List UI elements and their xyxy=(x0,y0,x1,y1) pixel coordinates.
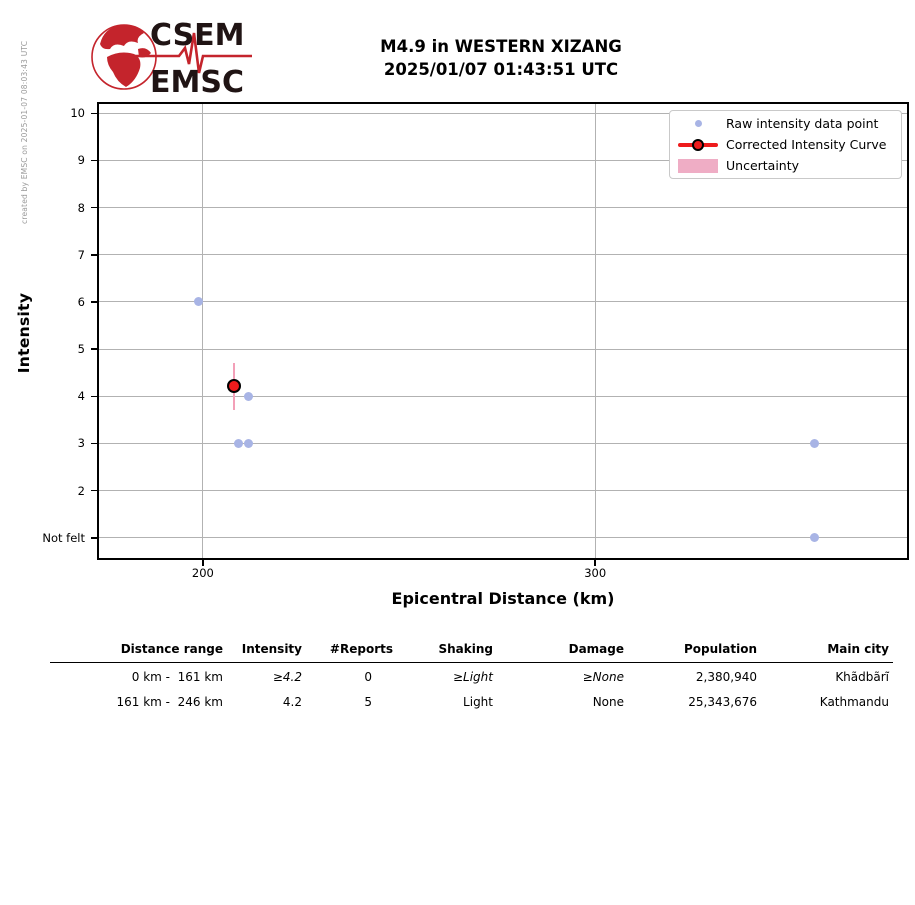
globe-land-africa xyxy=(107,52,141,87)
y-axis-label: Intensity xyxy=(15,292,33,374)
table-cell: Light xyxy=(463,695,493,709)
x-tick-label: 300 xyxy=(584,566,607,580)
uncertainty-swatch xyxy=(678,158,718,173)
gridline-y xyxy=(97,537,909,539)
corrected-marker-swatch xyxy=(692,138,704,151)
gridline-y xyxy=(97,301,909,303)
table-cell: None xyxy=(592,695,624,709)
seismogram-icon xyxy=(134,32,252,74)
emsc-logo: CSEM EMSC xyxy=(86,12,256,106)
logo-csem-text: CSEM xyxy=(150,18,245,53)
y-tick-mark xyxy=(91,206,97,209)
table-header-cell: Intensity xyxy=(227,640,306,663)
table-cell: 2,380,940 xyxy=(695,670,757,684)
raw-point-swatch xyxy=(694,120,702,127)
y-tick-label: 7 xyxy=(77,247,85,262)
legend-raw-label: Raw intensity data point xyxy=(726,116,879,131)
chart-title: M4.9 in WESTERN XIZANG 2025/01/07 01:43:… xyxy=(95,36,907,81)
corrected-curve-swatch xyxy=(678,138,718,151)
gridline-y xyxy=(97,442,909,444)
chart-title-line2: 2025/01/07 01:43:51 UTC xyxy=(383,59,619,79)
y-tick-mark xyxy=(91,489,97,492)
raw-intensity-point xyxy=(243,391,253,401)
table-header-cell: #Reports xyxy=(306,640,397,663)
y-tick-label: Not felt xyxy=(42,530,85,545)
y-tick-mark xyxy=(91,395,97,398)
gridline-y xyxy=(97,112,909,114)
y-tick-label: 4 xyxy=(77,389,85,404)
y-tick-mark xyxy=(91,254,97,256)
emsc-logo-graphic: CSEM EMSC xyxy=(91,18,252,100)
raw-intensity-point xyxy=(810,438,820,448)
legend-row-raw: Raw intensity data point xyxy=(676,113,895,134)
logo-emsc-text: EMSC xyxy=(150,65,244,100)
table-cell: 5 xyxy=(364,695,372,709)
x-axis-label: Epicentral Distance (km) xyxy=(391,589,615,608)
table-cell: 25,343,676 xyxy=(688,695,757,709)
y-tick-mark xyxy=(91,112,97,115)
y-tick-label: 2 xyxy=(77,483,85,498)
table-cell: ≥4.2 xyxy=(272,670,302,684)
corrected-intensity-point xyxy=(226,379,241,394)
y-tick-mark xyxy=(91,159,97,162)
gridline-x xyxy=(594,102,596,560)
table-header-cell: Distance range xyxy=(50,640,227,663)
table-cell: Kathmandu xyxy=(819,695,889,709)
gridline-y xyxy=(97,254,909,256)
y-tick-label: 8 xyxy=(77,200,85,215)
raw-intensity-point xyxy=(810,533,820,543)
y-tick-label: 9 xyxy=(77,153,85,168)
table-header-cell: Population xyxy=(628,640,761,663)
impact-summary-table: Distance range Intensity #Reports Shaking Da… xyxy=(50,640,893,713)
y-tick-label: 3 xyxy=(77,436,85,451)
gridline-y xyxy=(97,207,909,209)
y-tick-label: 6 xyxy=(77,294,85,309)
table-header-cell: Damage xyxy=(497,640,628,663)
table-cell: ≥None xyxy=(582,670,624,684)
gridline-y xyxy=(97,159,909,161)
chart-title-line1: M4.9 in WESTERN XIZANG xyxy=(380,37,622,56)
x-tick-mark xyxy=(594,560,596,566)
table-row: 161 km - 246 km 4.2 5 Light None 25,343,676 Ka… xyxy=(50,688,893,713)
table-header-row: Distance range Intensity #Reports Shaking Da… xyxy=(50,640,893,663)
x-tick-label: 200 xyxy=(191,566,214,580)
gridline-y xyxy=(97,490,909,492)
legend-row-uncertainty: Uncertainty xyxy=(676,155,895,176)
intensity-vs-distance-plot: Raw intensity data point Corrected Inten… xyxy=(42,102,909,580)
table-cell: Khãdbãrĩ xyxy=(835,670,889,684)
legend-corrected-label: Corrected Intensity Curve xyxy=(726,137,887,152)
legend-uncertainty-label: Uncertainty xyxy=(726,158,800,173)
y-tick-label: 5 xyxy=(77,342,85,357)
y-tick-label: 10 xyxy=(70,106,85,121)
impact-table: Distance range Intensity #Reports Shaking Da… xyxy=(50,640,893,713)
y-tick-mark xyxy=(91,442,97,445)
y-tick-mark xyxy=(91,348,97,350)
gridline-x xyxy=(202,102,204,560)
y-tick-mark xyxy=(91,301,97,303)
legend-row-corrected: Corrected Intensity Curve xyxy=(676,134,895,155)
table-row: 0 km - 161 km ≥4.2 0 ≥Light ≥None 2,380,940 Kh… xyxy=(50,663,893,689)
x-tick-mark xyxy=(202,560,204,566)
plot-legend: Raw intensity data point Corrected Inten… xyxy=(669,110,902,179)
table-cell: 161 km - 246 km xyxy=(116,695,224,709)
gridline-y xyxy=(97,395,909,397)
table-cell: 0 km - 161 km xyxy=(131,670,223,684)
table-cell: 4.2 xyxy=(282,695,302,709)
table-cell: ≥Light xyxy=(452,670,493,684)
raw-intensity-point xyxy=(233,438,243,448)
table-cell: 0 xyxy=(364,670,372,684)
table-header-cell: Shaking xyxy=(397,640,497,663)
y-tick-mark xyxy=(91,537,97,539)
raw-intensity-point xyxy=(243,438,253,448)
globe-land-europe xyxy=(100,24,144,50)
raw-intensity-point xyxy=(194,297,204,307)
table-header-cell: Main city xyxy=(761,640,893,663)
gridline-y xyxy=(97,348,909,350)
